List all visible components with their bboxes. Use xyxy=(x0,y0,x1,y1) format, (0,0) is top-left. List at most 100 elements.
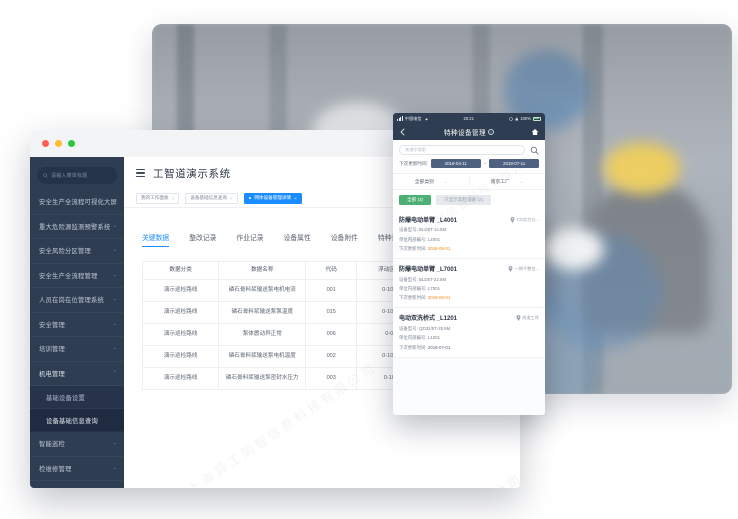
open-tab-1[interactable]: 设备基础信息查询 × xyxy=(185,192,238,204)
device-model-label: 设备型号: xyxy=(399,227,418,233)
question-mark-icon[interactable]: ? xyxy=(487,129,494,135)
tab-rectification-records[interactable]: 整改记录 xyxy=(189,235,217,242)
chevron-down-icon: ⌄ xyxy=(519,179,524,184)
device-code-row: 单位内部编号: L4001 xyxy=(399,237,539,243)
device-next-row: 下次更新时间: 2018-05-01 xyxy=(399,246,539,252)
status-time: 20:21 xyxy=(463,116,474,121)
open-tabs-bar: 我的工作面板 × 设备基础信息查询 × 网体设备管理详情 × xyxy=(124,189,520,208)
select-category[interactable]: 全部类别 ⌄ xyxy=(393,174,469,189)
sidebar-item-label: 机电管理 xyxy=(39,370,65,378)
open-tab-2[interactable]: 网体设备管理详情 × xyxy=(243,192,302,204)
list-item[interactable]: 电动双洗桥式 _L1201 前道工序 设备型号: QD32/5T-25.5M 单… xyxy=(393,308,545,358)
open-tab-0[interactable]: 我的工作面板 × xyxy=(136,192,180,204)
filter-inspection-only-button[interactable]: 只显示年检设备 (2) xyxy=(436,195,492,205)
device-code-value: L7001 xyxy=(427,285,441,291)
window-maximize-button[interactable] xyxy=(68,140,75,147)
filter-all-button[interactable]: 全部 (3) xyxy=(399,195,432,205)
sidebar-subitem-basic-equipment-setup[interactable]: 基础设备设置 xyxy=(30,386,124,409)
sidebar-item-6[interactable]: 培训管理 ⌄ xyxy=(30,337,124,362)
phone-date-filter: 下次更新时间: 2018-04-11 ~ 2018-07-11 xyxy=(393,159,545,173)
window-minimize-button[interactable] xyxy=(55,140,62,147)
list-item[interactable]: 防爆电动单臂 _L4001 CO实力分... 设备型号: BLD5T-14.5M… xyxy=(393,210,545,260)
device-model-row: 设备型号: BLD5T-14.5M xyxy=(399,227,539,233)
chevron-down-icon: ⌄ xyxy=(112,345,117,352)
phone-header: 特种设备管理 ? xyxy=(393,124,545,140)
chevron-down-icon: ⌄ xyxy=(112,222,117,229)
hamburger-icon[interactable] xyxy=(136,169,145,177)
device-code-label: 单位内部编号: xyxy=(399,285,427,291)
sidebar-item-0[interactable]: 安全生产全流程可视化大屏 xyxy=(30,190,124,215)
tab-operation-records[interactable]: 作业记录 xyxy=(236,235,264,242)
window-close-button[interactable] xyxy=(42,140,49,147)
device-model-label: 设备型号: xyxy=(399,276,418,282)
home-icon[interactable] xyxy=(531,128,539,136)
cell-name: 磷石膏料浆输送泵电机温度 xyxy=(218,345,307,368)
sidebar-item-1[interactable]: 重大危险源监测预警系统 ⌄ xyxy=(30,215,124,239)
tab-equipment-attachments[interactable]: 设备附件 xyxy=(330,235,358,242)
date-start-field[interactable]: 2018-04-11 xyxy=(430,159,481,168)
phone-device-list[interactable]: 防爆电动单臂 _L4001 CO实力分... 设备型号: BLD5T-14.5M… xyxy=(393,210,545,415)
sidebar-item-3[interactable]: 安全生产全流程管理 ⌄ xyxy=(30,264,124,288)
chevron-up-icon: ⌃ xyxy=(112,369,117,376)
battery-percent: 100% xyxy=(520,116,531,121)
sidebar-search-input[interactable]: 请输入菜单标题 xyxy=(37,167,117,184)
select-factory[interactable]: 南京工厂 ⌄ xyxy=(469,174,545,189)
close-icon[interactable]: × xyxy=(294,195,297,201)
sidebar-item-4[interactable]: 人员在岗在位管理系统 ⌄ xyxy=(30,288,124,313)
device-model-label: 设备型号: xyxy=(399,325,418,331)
date-end-field[interactable]: 2018-07-11 xyxy=(489,159,540,168)
sidebar-item-2[interactable]: 安全风险分区管理 ⌄ xyxy=(30,239,124,264)
sidebar-item-label: 培训管理 xyxy=(39,346,65,354)
open-tab-label: 我的工作面板 xyxy=(141,195,169,200)
carrier-label: 中国电信 xyxy=(404,115,422,121)
phone-search-input[interactable]: 关键字搜索 xyxy=(399,145,525,155)
sidebar-item-label: 安全生产全流程管理 xyxy=(39,272,98,280)
sidebar-subitem-equipment-info-query[interactable]: 设备基础信息查询 xyxy=(30,409,124,432)
device-location: 前道工序 xyxy=(516,314,539,321)
sidebar-item-label: 安全风险分区管理 xyxy=(39,248,91,256)
close-icon[interactable]: × xyxy=(171,195,175,201)
select-factory-value: 南京工厂 xyxy=(490,180,510,185)
chevron-down-icon: ⌄ xyxy=(112,296,117,303)
device-code-label: 单位内部编号: xyxy=(399,236,427,242)
tab-key-data[interactable]: 关键数据 xyxy=(142,232,170,247)
signal-icon xyxy=(397,116,403,121)
map-pin-icon xyxy=(516,314,521,321)
chevron-down-icon: ⌄ xyxy=(112,320,117,327)
cell-code: 015 xyxy=(305,301,358,324)
device-next-date: 2018-05-01 xyxy=(427,246,451,252)
watermark: 上海异工同智信息科技有限公司 xyxy=(330,468,520,488)
device-location-label: CO实力分... xyxy=(516,216,539,222)
close-icon[interactable]: × xyxy=(230,195,233,201)
sidebar-subitem-label: 设备基础信息查询 xyxy=(46,417,98,425)
sidebar-subitem-label: 基础设备设置 xyxy=(46,394,85,402)
map-pin-icon xyxy=(510,216,515,223)
back-arrow-icon[interactable] xyxy=(399,128,407,136)
sidebar-item-7[interactable]: 机电管理 ⌃ xyxy=(30,362,124,386)
sidebar-item-5[interactable]: 安全管理 ⌄ xyxy=(30,313,124,337)
device-next-label: 下次更新时间: xyxy=(399,295,427,301)
device-location: CO实力分... xyxy=(510,216,539,223)
sidebar-item-label: 重大危险源监测预警系统 xyxy=(39,223,111,231)
device-model-value: QD32/5T-25.5M xyxy=(419,325,451,331)
lock-icon xyxy=(515,116,518,121)
sidebar-item-9[interactable]: 检维修管理 ⌄ xyxy=(30,457,124,481)
sidebar-item-label: 智能巡检 xyxy=(39,441,65,449)
search-icon[interactable] xyxy=(530,146,539,155)
tab-equipment-properties[interactable]: 设备属性 xyxy=(283,235,311,242)
chevron-down-icon: ⌄ xyxy=(112,271,117,278)
open-tab-label: 设备基础信息查询 xyxy=(190,195,228,200)
device-location-label: 前道工序 xyxy=(522,314,539,320)
cell-code: 002 xyxy=(305,345,358,368)
sidebar-item-8[interactable]: 智能巡检 ⌄ xyxy=(30,432,124,457)
date-filter-label: 下次更新时间: xyxy=(399,160,428,166)
device-code-value: L4001 xyxy=(427,236,441,242)
photo-hardhat-yellow xyxy=(604,142,680,194)
device-code-row: 单位内部编号: L7001 xyxy=(399,286,539,292)
search-icon xyxy=(43,173,48,178)
phone-status-bar: 中国电信 20:21 100% xyxy=(393,113,545,124)
device-code-value: L1201 xyxy=(427,335,441,341)
cell-category: 演示巡检路线 xyxy=(141,279,220,302)
list-item[interactable]: 防爆电动单臂 _L7001 一期平整台... 设备型号: BLD5T-22.5M… xyxy=(393,259,545,309)
